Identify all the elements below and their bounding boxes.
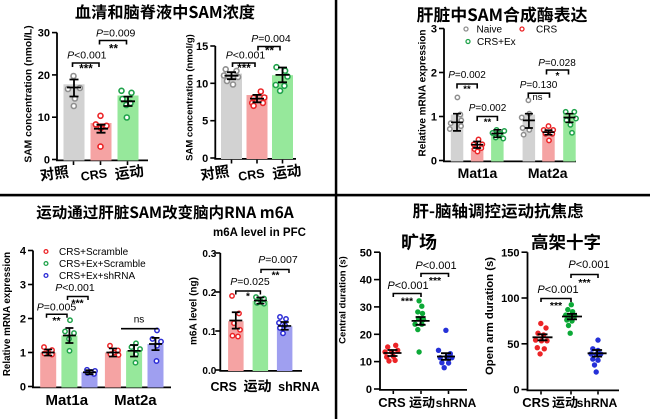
svg-text:0: 0: [431, 156, 437, 168]
svg-text:P=0.009: P=0.009: [96, 28, 136, 40]
svg-text:0.1: 0.1: [202, 327, 216, 338]
svg-text:50: 50: [507, 339, 519, 351]
svg-text:CRS: CRS: [536, 25, 557, 36]
svg-text:4: 4: [20, 246, 27, 258]
svg-text:3: 3: [20, 280, 26, 292]
svg-text:SAM concentration (nmol/g): SAM concentration (nmol/g): [185, 34, 196, 161]
svg-text:20: 20: [38, 70, 50, 82]
svg-text:0: 0: [202, 153, 208, 165]
svg-text:SAM concentration (nmol/L): SAM concentration (nmol/L): [24, 25, 35, 162]
svg-text:50: 50: [360, 247, 372, 259]
svg-text:CRS: CRS: [210, 380, 236, 394]
svg-text:**: **: [272, 271, 280, 282]
svg-text:150: 150: [501, 247, 519, 259]
svg-text:*: *: [246, 292, 250, 303]
svg-text:0: 0: [513, 385, 519, 397]
svg-text:0: 0: [20, 382, 26, 394]
svg-text:P=0.004: P=0.004: [251, 33, 291, 45]
svg-text:P=0.005: P=0.005: [37, 302, 77, 314]
svg-text:P<0.001: P<0.001: [568, 259, 609, 271]
svg-text:ns: ns: [532, 92, 542, 103]
svg-text:***: ***: [401, 296, 414, 308]
svg-text:P=0.025: P=0.025: [230, 276, 270, 288]
svg-text:0: 0: [366, 384, 372, 396]
svg-text:CRS: CRS: [378, 395, 406, 410]
svg-text:1: 1: [20, 348, 26, 360]
svg-text:P<0.001: P<0.001: [226, 50, 266, 62]
svg-text:P<0.001: P<0.001: [415, 260, 456, 272]
svg-text:1: 1: [431, 112, 437, 124]
svg-text:0.0: 0.0: [202, 366, 216, 377]
svg-text:**: **: [109, 44, 118, 56]
svg-text:***: ***: [578, 277, 591, 289]
svg-text:P=0.002: P=0.002: [448, 70, 486, 81]
svg-text:10: 10: [38, 112, 50, 124]
svg-text:Central duration (s): Central duration (s): [338, 256, 349, 344]
svg-text:40: 40: [360, 275, 372, 287]
svg-text:**: **: [463, 84, 471, 95]
svg-text:**: **: [265, 46, 274, 58]
svg-text:0: 0: [44, 155, 50, 167]
svg-text:ns: ns: [134, 315, 145, 326]
svg-text:Open arm duration (s): Open arm duration (s): [484, 257, 496, 375]
svg-text:shRNA: shRNA: [577, 396, 618, 410]
svg-text:P<0.001: P<0.001: [67, 50, 107, 62]
svg-text:100: 100: [501, 293, 519, 305]
svg-text:***: ***: [237, 63, 251, 75]
svg-text:Mat1a: Mat1a: [458, 165, 498, 181]
svg-text:m6A level in PFC: m6A level in PFC: [213, 227, 306, 239]
svg-text:CRS: CRS: [237, 166, 265, 184]
svg-text:P<0.001: P<0.001: [387, 280, 428, 292]
svg-text:Relative mRNA expression: Relative mRNA expression: [417, 30, 428, 157]
svg-text:0.2: 0.2: [202, 288, 216, 299]
svg-text:20: 20: [360, 329, 372, 341]
svg-text:P=0.130: P=0.130: [520, 80, 558, 91]
svg-text:*: *: [556, 71, 560, 82]
svg-text:30: 30: [360, 302, 372, 314]
svg-text:5: 5: [202, 116, 208, 128]
svg-text:shRNA: shRNA: [278, 380, 320, 394]
svg-text:2: 2: [431, 68, 437, 80]
svg-text:m6A level (ng): m6A level (ng): [189, 277, 200, 345]
svg-text:**: **: [52, 315, 61, 327]
svg-text:**: **: [484, 117, 492, 128]
svg-text:CRS+Ex: CRS+Ex: [477, 37, 516, 48]
svg-text:0.3: 0.3: [202, 249, 216, 260]
svg-text:P=0.028: P=0.028: [538, 58, 576, 69]
svg-text:30: 30: [38, 28, 50, 40]
svg-text:10: 10: [196, 78, 208, 90]
svg-text:***: ***: [79, 64, 93, 76]
svg-text:Mat1a: Mat1a: [46, 392, 89, 409]
svg-text:CRS+Scramble: CRS+Scramble: [59, 247, 129, 258]
svg-text:10: 10: [360, 357, 372, 369]
svg-text:shRNA: shRNA: [436, 396, 477, 410]
svg-text:P<0.001: P<0.001: [55, 282, 95, 294]
svg-text:Mat2a: Mat2a: [528, 165, 568, 181]
svg-text:***: ***: [550, 300, 563, 312]
svg-text:Mat2a: Mat2a: [114, 392, 157, 409]
svg-text:15: 15: [196, 41, 208, 53]
svg-text:***: ***: [429, 275, 442, 287]
svg-text:CRS: CRS: [80, 166, 108, 184]
svg-text:P=0.002: P=0.002: [469, 103, 507, 114]
svg-text:CRS+Ex+shRNA: CRS+Ex+shRNA: [59, 271, 135, 282]
svg-text:Relative mRNA expression: Relative mRNA expression: [2, 252, 13, 376]
svg-text:***: ***: [71, 298, 84, 310]
svg-text:Naive: Naive: [477, 25, 503, 36]
svg-text:3: 3: [431, 24, 437, 36]
svg-text:CRS: CRS: [522, 395, 550, 410]
svg-text:CRS+Ex+Scramble: CRS+Ex+Scramble: [59, 259, 146, 270]
svg-text:P<0.001: P<0.001: [537, 284, 578, 296]
svg-text:2: 2: [20, 314, 26, 326]
svg-text:P=0.007: P=0.007: [258, 254, 298, 266]
